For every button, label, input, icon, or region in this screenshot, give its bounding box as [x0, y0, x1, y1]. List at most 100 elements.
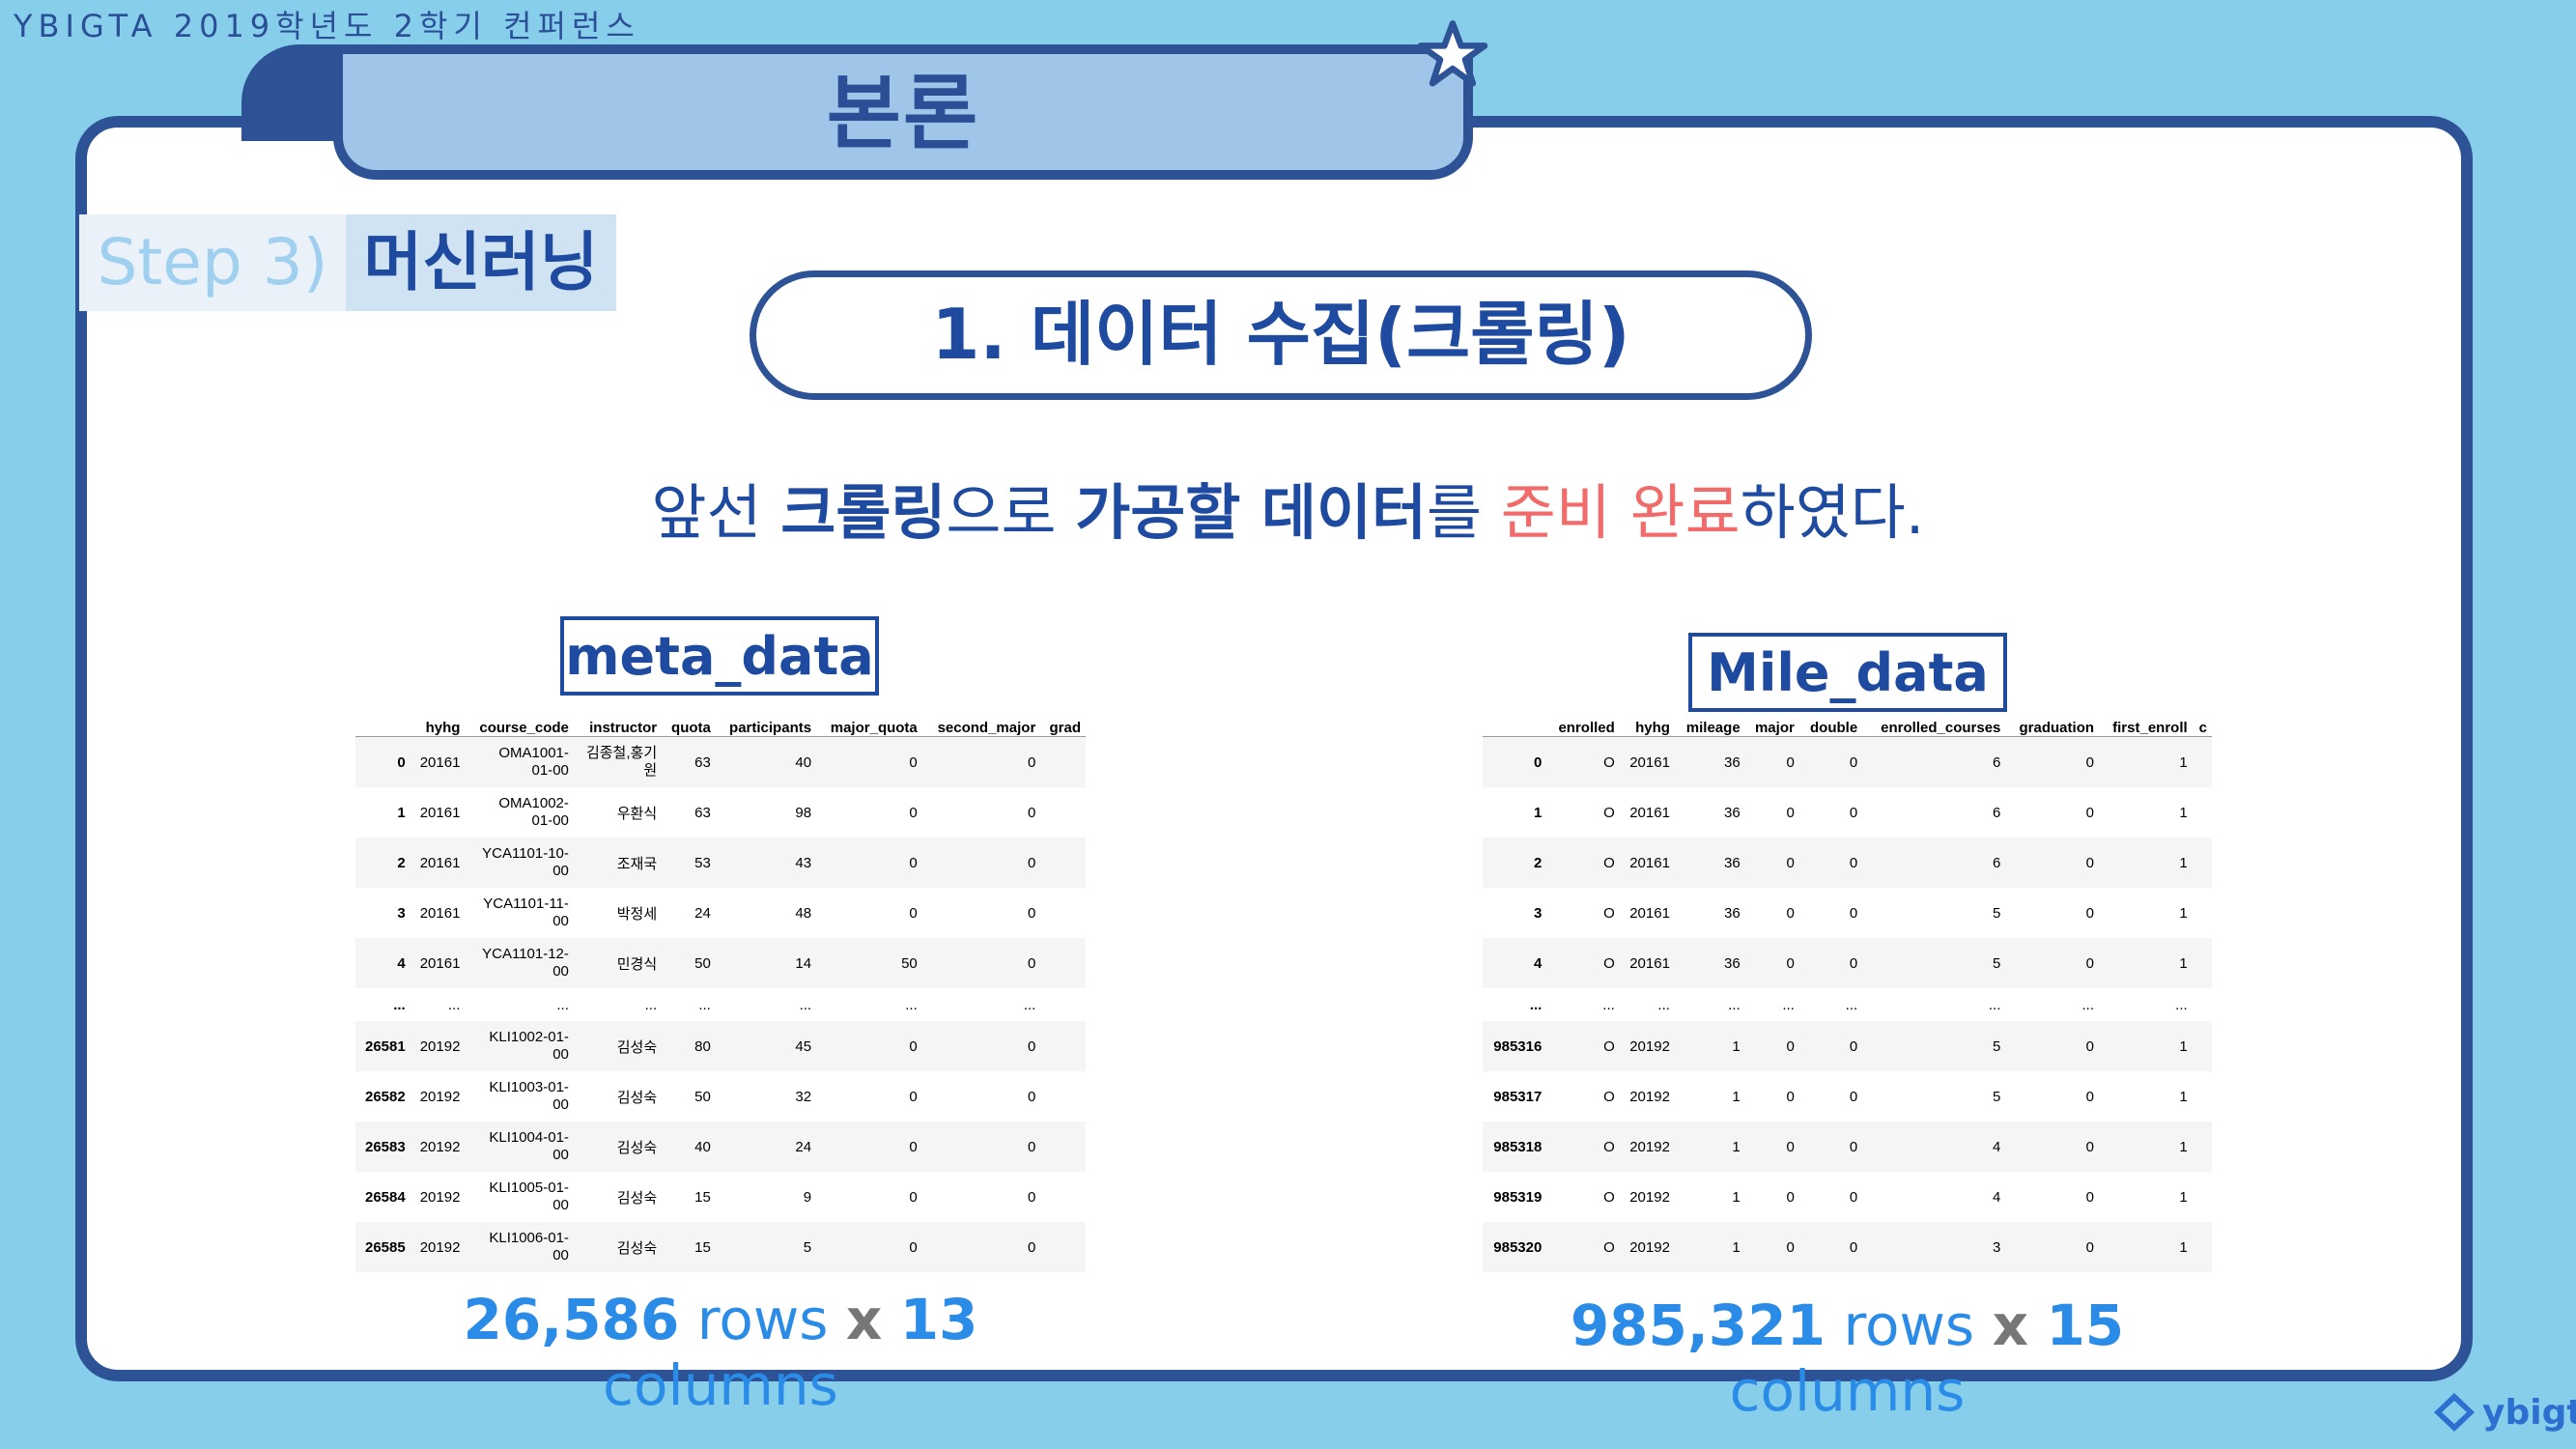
ybigta-logo: ybigta [2432, 1391, 2576, 1434]
table-cell: 36 [1674, 736, 1745, 787]
sentence-part: 하였다. [1740, 477, 1925, 548]
table-cell: 0 [816, 736, 922, 787]
row-index: ... [1483, 988, 1547, 1021]
table-cell: 53 [662, 838, 716, 888]
column-header: graduation [2005, 699, 2100, 737]
row-index: 26585 [355, 1222, 410, 1272]
table-cell: O [1603, 904, 1615, 922]
table-cell: 14 [715, 938, 817, 988]
column-header: second_major [921, 699, 1041, 737]
mile-times: x [1992, 1293, 2029, 1358]
table-cell: 20192 [419, 1088, 461, 1105]
table-cell: 1 [2099, 938, 2193, 988]
table-row: 26583 20192 KLI1004-01- 00 김성숙 40 24 0 0 [355, 1122, 1086, 1172]
table-cell: 김종철,홍기 원 [573, 736, 663, 787]
table-cell: 20161 [419, 904, 461, 922]
table-cell: ... [1798, 988, 1863, 1021]
table-cell: 1 [1674, 1021, 1745, 1071]
table-cell: 0 [2005, 938, 2100, 988]
meta-rows-word: rows [696, 1287, 829, 1352]
table-cell: O [1546, 838, 1620, 888]
table-cell: 5 [1862, 1021, 2006, 1071]
table-cell: ... [921, 988, 1041, 1021]
meta-data-summary: 26,586 rows x 13 columns [355, 1287, 1086, 1418]
table-cell: 15 [662, 1222, 716, 1272]
table-cell: ... [573, 988, 663, 1021]
table-cell: 36 [1674, 938, 1745, 988]
table-cell: 36 [1723, 804, 1741, 821]
table-row: ........................ [355, 988, 1086, 1021]
table-cell: 0 [816, 1222, 922, 1272]
table-cell: 1 [2099, 736, 2193, 787]
table-cell: 0 [1027, 904, 1036, 922]
table-row: 4 20161 YCA1101-12- 00 민경식 50 14 50 0 [355, 938, 1086, 988]
table-cell: YCA1101-10- 00 [465, 838, 574, 888]
table-cell: ... [410, 988, 466, 1021]
table-cell: 20161 [1619, 938, 1675, 988]
row-index: 985318 [1483, 1122, 1547, 1172]
table-row: 0 20161 OMA1001- 01-00 김종철,홍기 원 63 40 0 0 [355, 736, 1086, 787]
mile-cols-word: columns [1729, 1358, 1966, 1424]
table-cell: 5 [715, 1222, 817, 1272]
table-cell: 0 [1027, 804, 1036, 821]
table-cell: 0 [921, 1222, 1041, 1272]
table-cell: 0 [1744, 1021, 1799, 1071]
row-index: 1 [397, 804, 406, 821]
table-cell: 50 [816, 938, 922, 988]
table-cell [1040, 938, 1086, 988]
table-cell: 15 [694, 1188, 711, 1206]
table-cell: KLI1005-01- 00 [489, 1179, 569, 1213]
meta-times: x [845, 1287, 883, 1352]
table-cell: 0 [909, 1088, 918, 1105]
table-cell: 1 [2179, 804, 2188, 821]
table-cell: 김성숙 [616, 1189, 658, 1207]
table-cell: 20192 [1619, 1222, 1675, 1272]
table-cell: 0 [1027, 1188, 1036, 1206]
table-cell: 20161 [1629, 804, 1670, 821]
column-header: hyhg [410, 699, 466, 737]
table-row: 2 20161 YCA1101-10- 00 조재국 53 43 0 0 [355, 838, 1086, 888]
table-cell: ... [465, 988, 574, 1021]
table-cell: 0 [1744, 838, 1799, 888]
table-cell: 40 [715, 736, 817, 787]
row-index: 985316 [1483, 1021, 1547, 1071]
table-row: 26581 20192 KLI1002-01- 00 김성숙 80 45 0 0 [355, 1021, 1086, 1071]
table-cell: 6 [1862, 838, 2006, 888]
column-header: instructor [573, 699, 663, 737]
column-header: quota [662, 699, 716, 737]
table-cell: 6 [1862, 736, 2006, 787]
table-cell: 20161 [410, 938, 466, 988]
table-cell: ... [1674, 988, 1745, 1021]
table-cell: 1 [2099, 1122, 2193, 1172]
table-cell: 80 [662, 1021, 716, 1071]
table-cell: 63 [662, 736, 716, 787]
row-index: 26584 [365, 1188, 406, 1206]
row-index: 0 [355, 736, 410, 787]
table-cell: 0 [2085, 1188, 2095, 1206]
table-cell: 0 [921, 736, 1041, 787]
table-cell: 0 [2085, 804, 2095, 821]
table-cell [1040, 1222, 1086, 1272]
row-index: 985317 [1493, 1088, 1543, 1105]
ybigta-logo-icon [2434, 1393, 2475, 1432]
sentence-crawling: 크롤링 [780, 477, 947, 548]
mile-data-summary: 985,321 rows x 15 columns [1483, 1293, 2212, 1424]
sentence-ready: 준비 완료 [1500, 477, 1741, 548]
table-cell: 0 [1786, 804, 1795, 821]
table-cell: OMA1002- 01-00 [498, 795, 569, 829]
table-cell: 0 [1798, 838, 1863, 888]
table-cell [2192, 988, 2212, 1021]
table-cell: O [1603, 804, 1615, 821]
table-cell: 5 [1993, 1088, 2001, 1105]
column-header: enrolled [1546, 699, 1620, 737]
table-cell: 김성숙 [573, 1021, 663, 1071]
row-index: 26583 [355, 1122, 410, 1172]
table-cell: 6 [1993, 804, 2001, 821]
table-cell: 0 [1786, 1188, 1795, 1206]
column-header: course_code [465, 699, 574, 737]
table-cell: 0 [909, 904, 918, 922]
table-cell: 45 [715, 1021, 817, 1071]
mile-rows-count: 985,321 [1570, 1293, 1826, 1358]
row-index: 4 [1483, 938, 1547, 988]
table-cell: 0 [921, 1122, 1041, 1172]
